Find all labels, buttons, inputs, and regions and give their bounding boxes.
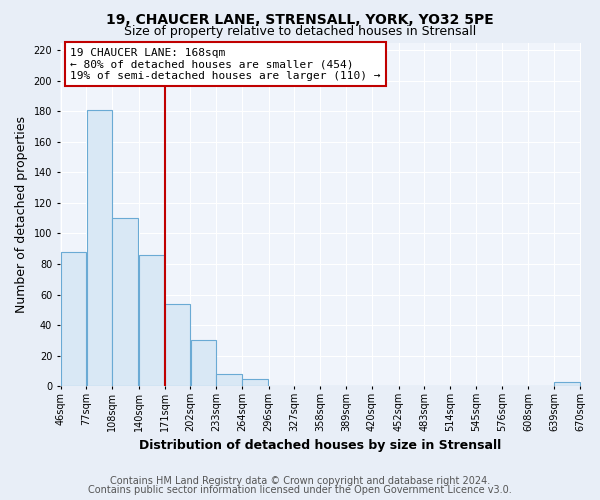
Text: 19 CHAUCER LANE: 168sqm
← 80% of detached houses are smaller (454)
19% of semi-d: 19 CHAUCER LANE: 168sqm ← 80% of detache… — [70, 48, 381, 81]
Bar — [165, 304, 190, 386]
Bar — [242, 378, 268, 386]
Bar — [139, 255, 164, 386]
Bar — [554, 382, 580, 386]
X-axis label: Distribution of detached houses by size in Strensall: Distribution of detached houses by size … — [139, 440, 502, 452]
Bar — [191, 340, 216, 386]
Text: Contains HM Land Registry data © Crown copyright and database right 2024.: Contains HM Land Registry data © Crown c… — [110, 476, 490, 486]
Bar — [86, 110, 112, 386]
Y-axis label: Number of detached properties: Number of detached properties — [15, 116, 28, 313]
Bar — [61, 252, 86, 386]
Text: Size of property relative to detached houses in Strensall: Size of property relative to detached ho… — [124, 25, 476, 38]
Text: 19, CHAUCER LANE, STRENSALL, YORK, YO32 5PE: 19, CHAUCER LANE, STRENSALL, YORK, YO32 … — [106, 12, 494, 26]
Text: Contains public sector information licensed under the Open Government Licence v3: Contains public sector information licen… — [88, 485, 512, 495]
Bar — [112, 218, 138, 386]
Bar — [217, 374, 242, 386]
